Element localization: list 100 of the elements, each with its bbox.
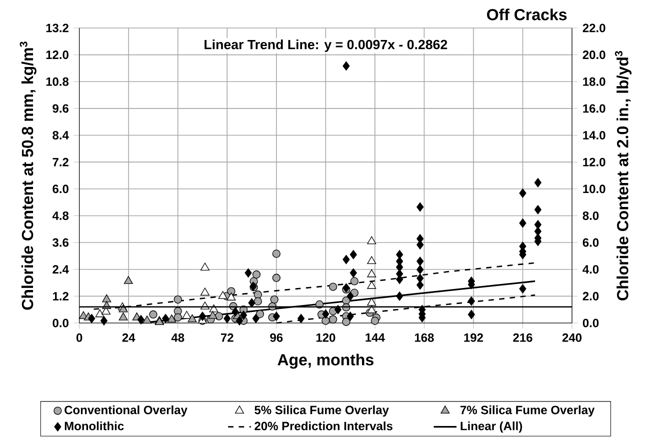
- point: [298, 314, 305, 324]
- legend-label: Linear (All): [460, 421, 522, 433]
- point: [322, 316, 330, 325]
- point: [468, 296, 475, 306]
- point: [198, 312, 206, 321]
- point: [167, 314, 176, 322]
- x-tick-label: 120: [316, 333, 336, 342]
- y-axis-title: Chloride Content at 50.8 mm, kg/m$^{3}$: [20, 42, 36, 310]
- point: [232, 307, 239, 316]
- y2-axis-title: Chloride Content at 2.0 in., lb/yd$^{3}$: [614, 51, 632, 300]
- point: [367, 256, 376, 264]
- y2-tick-label: 12.0: [583, 158, 606, 166]
- point: [240, 310, 248, 320]
- x-tick-label: 72: [220, 333, 234, 342]
- y2-tick-label: 6.0: [582, 238, 599, 247]
- point: [188, 314, 197, 322]
- y2-tick-label: 20.0: [582, 50, 606, 60]
- y-tick-label: 7.2: [52, 158, 68, 166]
- y2-tick-label: 4.0: [582, 265, 599, 274]
- point: [367, 269, 376, 278]
- point: [244, 268, 252, 278]
- point: [102, 294, 112, 302]
- point: [534, 226, 542, 236]
- point: [519, 188, 526, 198]
- point: [236, 316, 243, 326]
- point: [334, 304, 342, 314]
- point: [396, 292, 404, 301]
- point: [416, 280, 424, 290]
- legend-label: Monolithic: [64, 421, 124, 430]
- point: [534, 178, 542, 188]
- point: [328, 282, 338, 291]
- point: [118, 312, 128, 320]
- y-tick-label: 13.2: [46, 24, 68, 32]
- x-tick-label: 240: [562, 333, 582, 342]
- point: [162, 314, 170, 324]
- y-tick-label: 9.6: [52, 104, 68, 113]
- y2-tick-label: 0.0: [582, 318, 599, 328]
- point: [370, 316, 379, 325]
- point: [367, 236, 376, 244]
- point: [272, 274, 280, 282]
- point: [272, 312, 280, 321]
- y2-tick-label: 18.0: [583, 77, 606, 86]
- y-tick-label: 8.4: [52, 131, 69, 140]
- point: [272, 250, 280, 258]
- point: [100, 316, 108, 326]
- y-tick-label: 1.2: [53, 292, 68, 300]
- point: [200, 262, 210, 271]
- point: [224, 314, 231, 324]
- point: [534, 205, 542, 214]
- legend-label: 20% Prediction Intervals: [254, 421, 392, 430]
- point: [346, 292, 354, 301]
- point: [248, 298, 256, 308]
- point: [367, 305, 376, 314]
- point: [252, 270, 261, 279]
- point: [367, 280, 376, 289]
- point: [322, 309, 330, 319]
- point: [416, 202, 424, 212]
- x-tick-label: 168: [414, 333, 434, 342]
- y2-tick-label: 2.0: [582, 292, 599, 300]
- legend-label: Conventional Overlay: [64, 405, 188, 417]
- y2-tick-label: 8.0: [582, 211, 599, 220]
- point: [226, 292, 236, 300]
- x-axis-title: Age, months: [278, 354, 374, 369]
- point: [350, 277, 358, 286]
- y-tick-label: 12.0: [46, 50, 68, 60]
- point: [174, 313, 182, 322]
- x-tick-label: 0: [76, 333, 82, 342]
- point: [346, 312, 354, 321]
- point: [416, 264, 424, 274]
- x-tick-label: 48: [171, 333, 184, 342]
- x-tick-label: 144: [366, 333, 385, 342]
- point: [254, 290, 262, 299]
- point: [270, 295, 278, 304]
- y-tick-label: 6.0: [52, 184, 68, 194]
- annotation: Linear Trend Line: y = 0.0097x - 0.2862: [204, 39, 448, 52]
- y-tick-label: 4.8: [52, 211, 69, 220]
- point: [342, 61, 350, 71]
- point: [342, 318, 350, 326]
- point: [256, 310, 264, 318]
- x-tick-label: 96: [270, 333, 283, 342]
- point: [142, 316, 152, 324]
- point: [350, 268, 357, 278]
- y2-tick-label: 22.0: [582, 24, 606, 32]
- point: [350, 250, 357, 260]
- point: [534, 220, 542, 230]
- legend-label: 7% Silica Fume Overlay: [460, 405, 595, 417]
- point: [124, 276, 133, 284]
- point: [200, 288, 210, 296]
- text: Off Cracks: [487, 8, 567, 20]
- point: [209, 304, 218, 312]
- y-tick-label: 0.0: [52, 318, 68, 328]
- point: [416, 274, 424, 283]
- x-tick-label: 24: [122, 333, 136, 342]
- point: [137, 315, 144, 324]
- point: [95, 309, 104, 318]
- y2-tick-label: 16.0: [583, 104, 606, 113]
- y-tick-label: 3.6: [52, 238, 68, 247]
- point: [208, 310, 218, 319]
- point: [416, 256, 424, 266]
- point: [88, 314, 96, 324]
